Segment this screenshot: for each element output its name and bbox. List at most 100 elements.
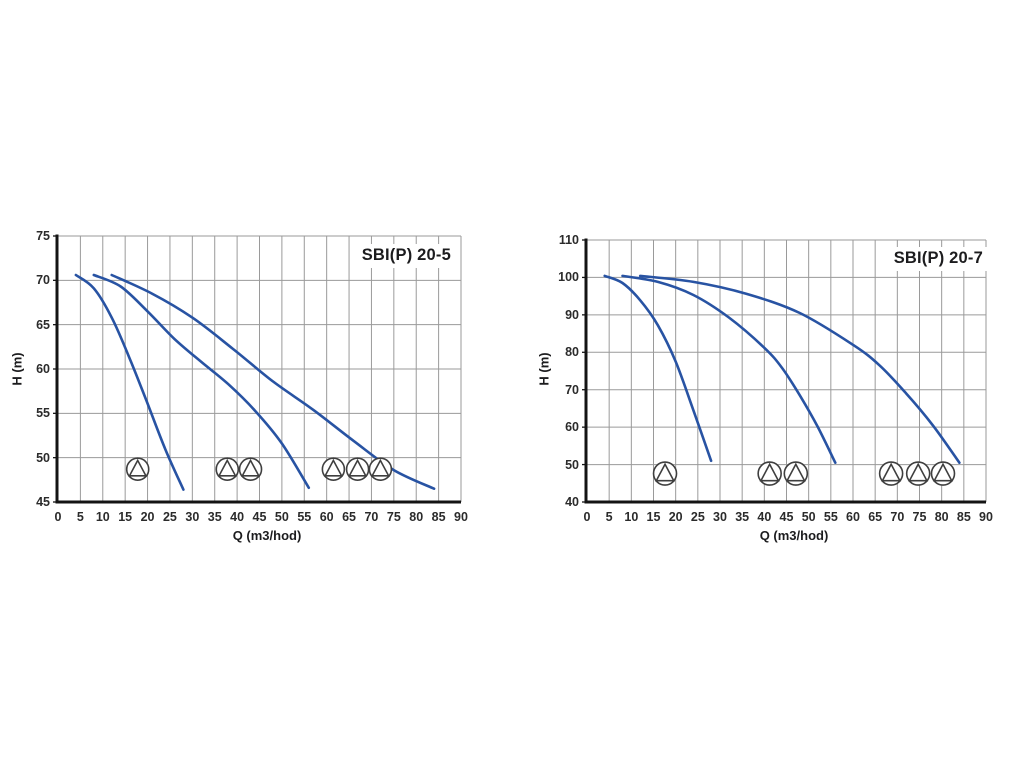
pump-icon-triangle <box>128 458 148 477</box>
y-tick-label: 55 <box>36 406 50 421</box>
y-axis-title: H (m) <box>536 352 552 386</box>
x-tick-label: 25 <box>690 510 705 524</box>
pump-curve-1-pump <box>603 274 713 463</box>
pump-icon-circle <box>878 461 904 486</box>
pump-icon-triangle <box>217 458 237 477</box>
pump-curve-3-pumps <box>638 274 961 464</box>
y-tick-label: 100 <box>558 270 579 285</box>
x-tick-label: 55 <box>823 510 838 524</box>
x-tick-label: 60 <box>846 510 860 524</box>
x-tick-label: 75 <box>386 510 401 524</box>
x-tick-label: 65 <box>342 510 356 524</box>
plot-area <box>582 238 987 504</box>
x-tick-label: 90 <box>454 510 468 524</box>
y-tick-label: 45 <box>36 495 50 509</box>
pump-icon <box>783 461 809 486</box>
chart-sbip-20-7: SBI(P) 20-7 H (m) Q (m3/hod) 0 5 10 15 20 25 3… <box>530 220 1024 565</box>
y-tick-label: 60 <box>565 420 579 435</box>
x-tick-label: 70 <box>364 510 379 524</box>
chart-sbip-20-5: SBI(P) 20-5 H (m) Q (m3/hod) 0 5 10 15 20 25 3… <box>0 220 530 565</box>
x-tick-label: 30 <box>185 510 200 524</box>
pump-icon <box>321 457 346 481</box>
x-tick-label: 60 <box>319 510 334 524</box>
pump-icon <box>368 457 393 481</box>
pump-icon <box>757 461 782 486</box>
pump-icon-circle <box>215 457 240 481</box>
pump-icon <box>905 461 931 486</box>
x-tick-label: 35 <box>735 510 750 524</box>
pump-icon <box>878 461 904 486</box>
x-tick-label: 0 <box>54 510 62 524</box>
pump-icon <box>238 457 263 481</box>
x-tick-label: 85 <box>431 510 446 524</box>
pump-icon-triangle <box>908 462 929 482</box>
x-tick-label: 50 <box>274 510 289 524</box>
x-tick-label: 70 <box>890 510 905 524</box>
x-tick-label: 10 <box>624 510 639 524</box>
x-tick-label: 80 <box>934 510 949 524</box>
x-tick-label: 45 <box>779 510 794 524</box>
y-tick-label: 50 <box>565 457 579 472</box>
pump-icon-circle <box>345 457 370 481</box>
pump-icon <box>125 457 150 481</box>
x-tick-label: 90 <box>979 510 993 524</box>
x-axis-title: Q (m3/hod) <box>759 528 829 543</box>
x-tick-label: 50 <box>801 510 816 524</box>
pump-icon-circle <box>905 461 931 486</box>
x-tick-label: 45 <box>252 510 267 524</box>
x-tick-label: 75 <box>912 510 927 524</box>
pump-icon-circle <box>321 457 346 481</box>
pump-curve-3-pumps <box>110 273 436 490</box>
pump-icon <box>215 457 240 481</box>
x-tick-label: 5 <box>76 510 84 524</box>
y-tick-label: 70 <box>36 273 50 288</box>
pump-icon-circle <box>125 457 150 481</box>
pump-icon-circle <box>783 461 809 486</box>
y-tick-label: 110 <box>558 233 579 247</box>
pump-icon <box>652 461 678 486</box>
y-tick-label: 70 <box>565 382 579 397</box>
pump-icon-triangle <box>241 458 261 477</box>
x-tick-label: 65 <box>868 510 883 524</box>
plot-area <box>53 234 462 504</box>
y-tick-label: 40 <box>565 495 579 509</box>
pump-icon-circle <box>757 461 782 486</box>
pump-curve-2-pumps <box>92 273 311 490</box>
y-axis-title: H (m) <box>9 352 25 386</box>
x-tick-label: 40 <box>230 510 245 524</box>
x-tick-label: 10 <box>95 510 110 524</box>
x-tick-label: 20 <box>668 510 683 524</box>
pump-icon-triangle <box>654 462 676 482</box>
pump-icon-triangle <box>759 462 780 482</box>
y-tick-label: 90 <box>565 307 579 322</box>
pump-icon <box>345 457 370 481</box>
pump-icon <box>930 461 956 486</box>
pump-icon-triangle <box>323 458 343 477</box>
x-tick-label: 55 <box>297 510 312 524</box>
chart-title: SBI(P) 20-5 <box>354 244 458 268</box>
x-tick-label: 80 <box>409 510 424 524</box>
pump-icon-circle <box>368 457 393 481</box>
x-tick-label: 0 <box>583 510 591 524</box>
pump-icon-circle <box>238 457 263 481</box>
y-tick-label: 50 <box>36 450 50 465</box>
x-tick-label: 15 <box>646 510 661 524</box>
pump-icon-triangle <box>932 462 954 482</box>
y-tick-label: 65 <box>36 317 50 332</box>
pump-icon-triangle <box>370 458 390 477</box>
pump-curve-1-pump <box>74 273 185 491</box>
pump-icon-triangle <box>881 462 902 482</box>
x-tick-label: 30 <box>713 510 727 524</box>
pump-icon-circle <box>930 461 956 486</box>
x-tick-label: 20 <box>140 510 155 524</box>
x-tick-label: 35 <box>207 510 222 524</box>
y-tick-label: 80 <box>565 345 579 360</box>
x-tick-label: 15 <box>118 510 133 524</box>
x-axis-title: Q (m3/hod) <box>232 528 302 543</box>
y-tick-label: 60 <box>36 362 50 376</box>
pump-curve-2-pumps <box>621 274 837 464</box>
chart-title: SBI(P) 20-7 <box>886 247 990 271</box>
x-tick-label: 85 <box>956 510 971 524</box>
x-tick-label: 40 <box>757 510 772 524</box>
